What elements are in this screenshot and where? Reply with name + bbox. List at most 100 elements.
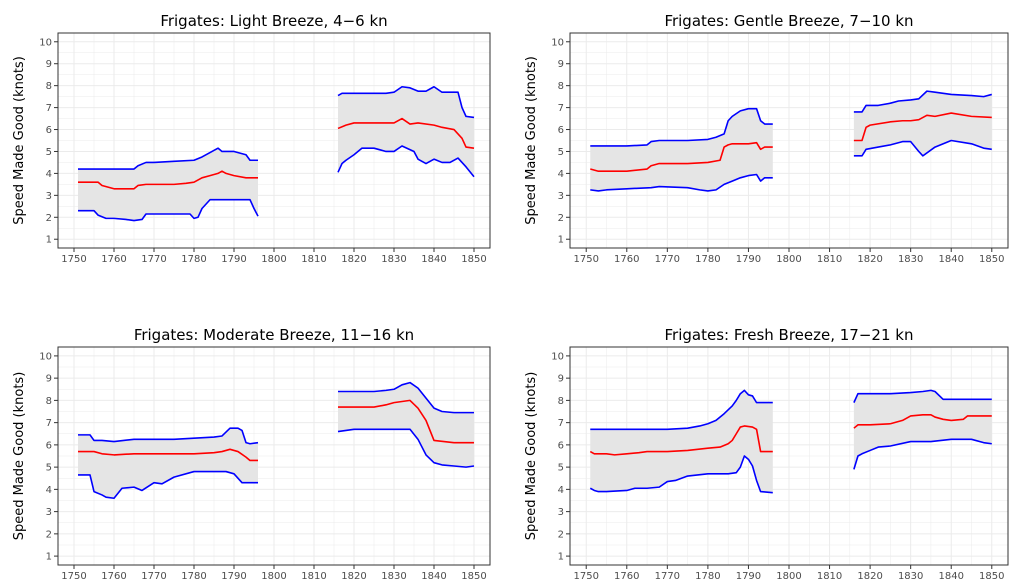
y-tick-label: 9	[46, 374, 52, 385]
y-tick-label: 3	[46, 507, 52, 518]
x-tick-label: 1830	[381, 254, 406, 265]
chart-panel-4: 1750 1760 1770 1780 1790 1800 1810 1820 1830 1840…	[524, 326, 1009, 582]
series-line-lower	[78, 470, 258, 500]
x-tick-label: 1810	[301, 254, 326, 265]
confidence-band	[338, 382, 474, 468]
x-tick-label: 1820	[341, 254, 366, 265]
x-tick-label: 1800	[776, 254, 801, 265]
y-tick-label: 5	[558, 463, 564, 474]
x-tick-label: 1760	[614, 571, 639, 582]
series-line-mean	[338, 399, 474, 444]
x-tick-label: 1840	[421, 254, 446, 265]
x-tick-label: 1750	[573, 571, 598, 582]
y-tick-label: 4	[46, 169, 52, 180]
y-tick-label: 6	[558, 125, 564, 136]
x-tick-label: 1760	[614, 254, 639, 265]
series-line-lower	[853, 139, 992, 157]
y-tick-label: 2	[46, 529, 52, 540]
y-tick-label: 7	[558, 103, 564, 114]
y-tick-label: 7	[46, 103, 52, 114]
x-tick-label: 1810	[817, 571, 842, 582]
y-tick-label: 1	[46, 235, 52, 246]
chart-title: Frigates: Light Breeze, 4−6 kn	[160, 12, 387, 30]
y-tick-label: 10	[39, 37, 52, 48]
x-tick-label: 1810	[301, 571, 326, 582]
series-line-mean	[853, 112, 992, 142]
y-axis-label: Speed Made Good (knots)	[12, 56, 27, 225]
x-tick-label: 1800	[261, 571, 286, 582]
x-tick-label: 1830	[381, 571, 406, 582]
x-tick-label: 1780	[181, 571, 206, 582]
x-tick-label: 1820	[341, 571, 366, 582]
y-tick-label: 9	[46, 59, 52, 70]
x-tick-label: 1850	[979, 571, 1004, 582]
x-tick-label: 1750	[573, 254, 598, 265]
chart-panel-3: 1750 1760 1770 1780 1790 1800 1810 1820 1830 1840…	[12, 326, 491, 582]
y-axis-label: Speed Made Good (knots)	[524, 372, 539, 541]
chart-title: Frigates: Gentle Breeze, 7−10 kn	[664, 12, 913, 30]
x-tick-label: 1780	[695, 571, 720, 582]
series-line-upper	[590, 107, 773, 147]
y-tick-label: 1	[558, 552, 564, 563]
x-tick-label: 1840	[938, 571, 963, 582]
y-tick-label: 9	[558, 374, 564, 385]
x-tick-label: 1760	[101, 571, 126, 582]
y-tick-label: 6	[46, 440, 52, 451]
x-tick-label: 1800	[776, 571, 801, 582]
y-tick-label: 6	[558, 440, 564, 451]
x-tick-label: 1780	[695, 254, 720, 265]
x-tick-label: 1850	[979, 254, 1004, 265]
series-line-mean	[78, 170, 258, 190]
series-line-upper	[78, 427, 259, 445]
confidence-band	[78, 428, 258, 499]
x-tick-label: 1790	[221, 254, 246, 265]
confidence-band	[590, 390, 773, 493]
x-tick-label: 1820	[857, 254, 882, 265]
x-tick-label: 1800	[261, 254, 286, 265]
y-tick-label: 7	[558, 418, 564, 429]
x-tick-label: 1830	[898, 254, 923, 265]
series-line-upper	[590, 389, 773, 431]
y-tick-label: 1	[558, 235, 564, 246]
series-line-lower	[337, 145, 475, 178]
series-line-upper	[853, 90, 992, 113]
y-tick-label: 10	[551, 351, 564, 362]
series-line-lower	[589, 455, 773, 494]
x-tick-label: 1770	[655, 571, 680, 582]
series-line-lower	[853, 438, 992, 470]
y-tick-label: 4	[46, 485, 52, 496]
x-tick-label: 1840	[938, 254, 963, 265]
y-tick-label: 8	[558, 396, 564, 407]
series-line-mean	[337, 117, 475, 149]
y-axis-label: Speed Made Good (knots)	[12, 372, 27, 541]
chart-panel-2: 1750 1760 1770 1780 1790 1800 1810 1820 1830 1840…	[524, 12, 1009, 265]
y-tick-label: 8	[46, 81, 52, 92]
confidence-band	[338, 86, 474, 177]
y-tick-label: 2	[558, 529, 564, 540]
y-tick-label: 9	[558, 59, 564, 70]
confidence-band	[853, 390, 992, 470]
x-tick-label: 1850	[461, 571, 486, 582]
y-tick-label: 3	[558, 191, 564, 202]
y-tick-label: 3	[558, 507, 564, 518]
series-line-upper	[853, 389, 992, 403]
series-line-mean	[78, 448, 258, 462]
x-tick-label: 1790	[221, 571, 246, 582]
x-tick-label: 1750	[61, 254, 86, 265]
y-tick-label: 4	[558, 169, 564, 180]
y-tick-label: 10	[39, 351, 52, 362]
x-tick-label: 1840	[421, 571, 446, 582]
series-line-upper	[337, 85, 475, 119]
y-tick-label: 4	[558, 485, 564, 496]
y-tick-label: 5	[46, 463, 52, 474]
series-line-upper	[338, 381, 474, 414]
x-tick-label: 1760	[101, 254, 126, 265]
y-tick-label: 2	[46, 213, 52, 224]
x-tick-label: 1770	[141, 571, 166, 582]
series-line-mean	[853, 414, 992, 429]
series-line-mean	[589, 425, 773, 456]
series-line-upper	[78, 147, 258, 170]
confidence-band	[853, 91, 992, 156]
chart-title: Frigates: Fresh Breeze, 17−21 kn	[665, 326, 914, 344]
